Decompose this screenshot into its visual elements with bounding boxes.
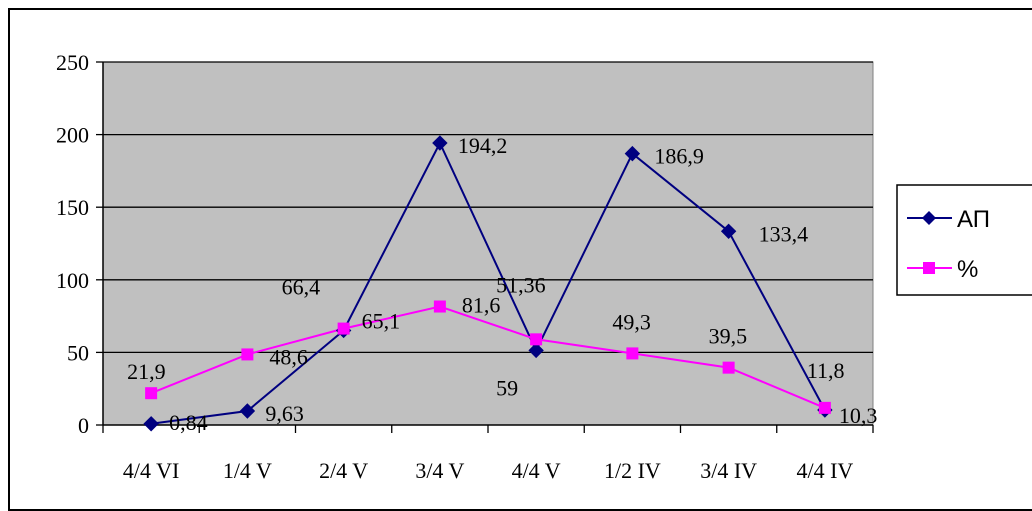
- data-point-percent: [722, 361, 735, 374]
- x-tick-label: 2/4 V: [319, 458, 368, 483]
- data-point-ap: [143, 416, 159, 432]
- data-point-percent: [530, 333, 543, 346]
- x-tick-label: 4/4 IV: [796, 458, 853, 483]
- x-tick-label: 3/4 V: [415, 458, 464, 483]
- data-point-ap: [720, 223, 737, 240]
- legend-marker-percent: [923, 262, 935, 274]
- series-line-percent: [150, 305, 826, 409]
- data-point-ap: [624, 145, 641, 162]
- y-tick-label: 150: [56, 195, 89, 220]
- series-line-ap: [150, 140, 826, 425]
- data-label: 21,9: [127, 359, 166, 384]
- x-tick-label: 4/4 VI: [123, 458, 179, 483]
- data-label: 65,1: [362, 308, 401, 333]
- data-point-percent: [337, 322, 350, 335]
- x-tick-label: 1/2 IV: [604, 458, 661, 483]
- legend: [896, 184, 1032, 296]
- y-tick-label: 50: [67, 340, 89, 365]
- x-tick-label: 4/4 V: [512, 458, 561, 483]
- y-tick-label: 250: [56, 50, 89, 75]
- data-label: 10,3: [839, 403, 878, 428]
- y-tick-label: 0: [78, 413, 89, 438]
- data-point-ap: [432, 135, 448, 151]
- data-label: 133,4: [759, 221, 809, 246]
- data-point-percent: [818, 401, 831, 414]
- data-point-percent: [626, 347, 639, 360]
- data-point-percent: [145, 387, 158, 400]
- data-label: 81,6: [462, 293, 501, 318]
- legend-label-ap: АП: [957, 206, 990, 233]
- data-label: 51,36: [496, 272, 546, 297]
- data-label: 59: [496, 375, 518, 400]
- legend-label-percent: %: [957, 256, 978, 283]
- data-label: 11,8: [807, 358, 845, 383]
- data-point-percent: [433, 300, 446, 313]
- data-point-percent: [241, 348, 254, 361]
- data-point-ap: [528, 342, 544, 359]
- data-label: 48,6: [269, 344, 308, 369]
- data-point-ap: [239, 403, 256, 419]
- y-tick-label: 200: [56, 123, 89, 148]
- data-label: 0,84: [169, 410, 208, 435]
- data-label: 9,63: [265, 401, 304, 426]
- data-label: 66,4: [282, 275, 321, 300]
- legend-marker-ap: [922, 211, 936, 225]
- plot-area: [102, 61, 874, 426]
- x-tick-label: 1/4 V: [223, 458, 272, 483]
- x-tick-label: 3/4 IV: [700, 458, 757, 483]
- y-tick-label: 100: [56, 268, 89, 293]
- data-label: 186,9: [654, 144, 704, 169]
- data-label: 194,2: [458, 133, 508, 158]
- data-label: 49,3: [612, 309, 651, 334]
- data-label: 39,5: [709, 324, 748, 349]
